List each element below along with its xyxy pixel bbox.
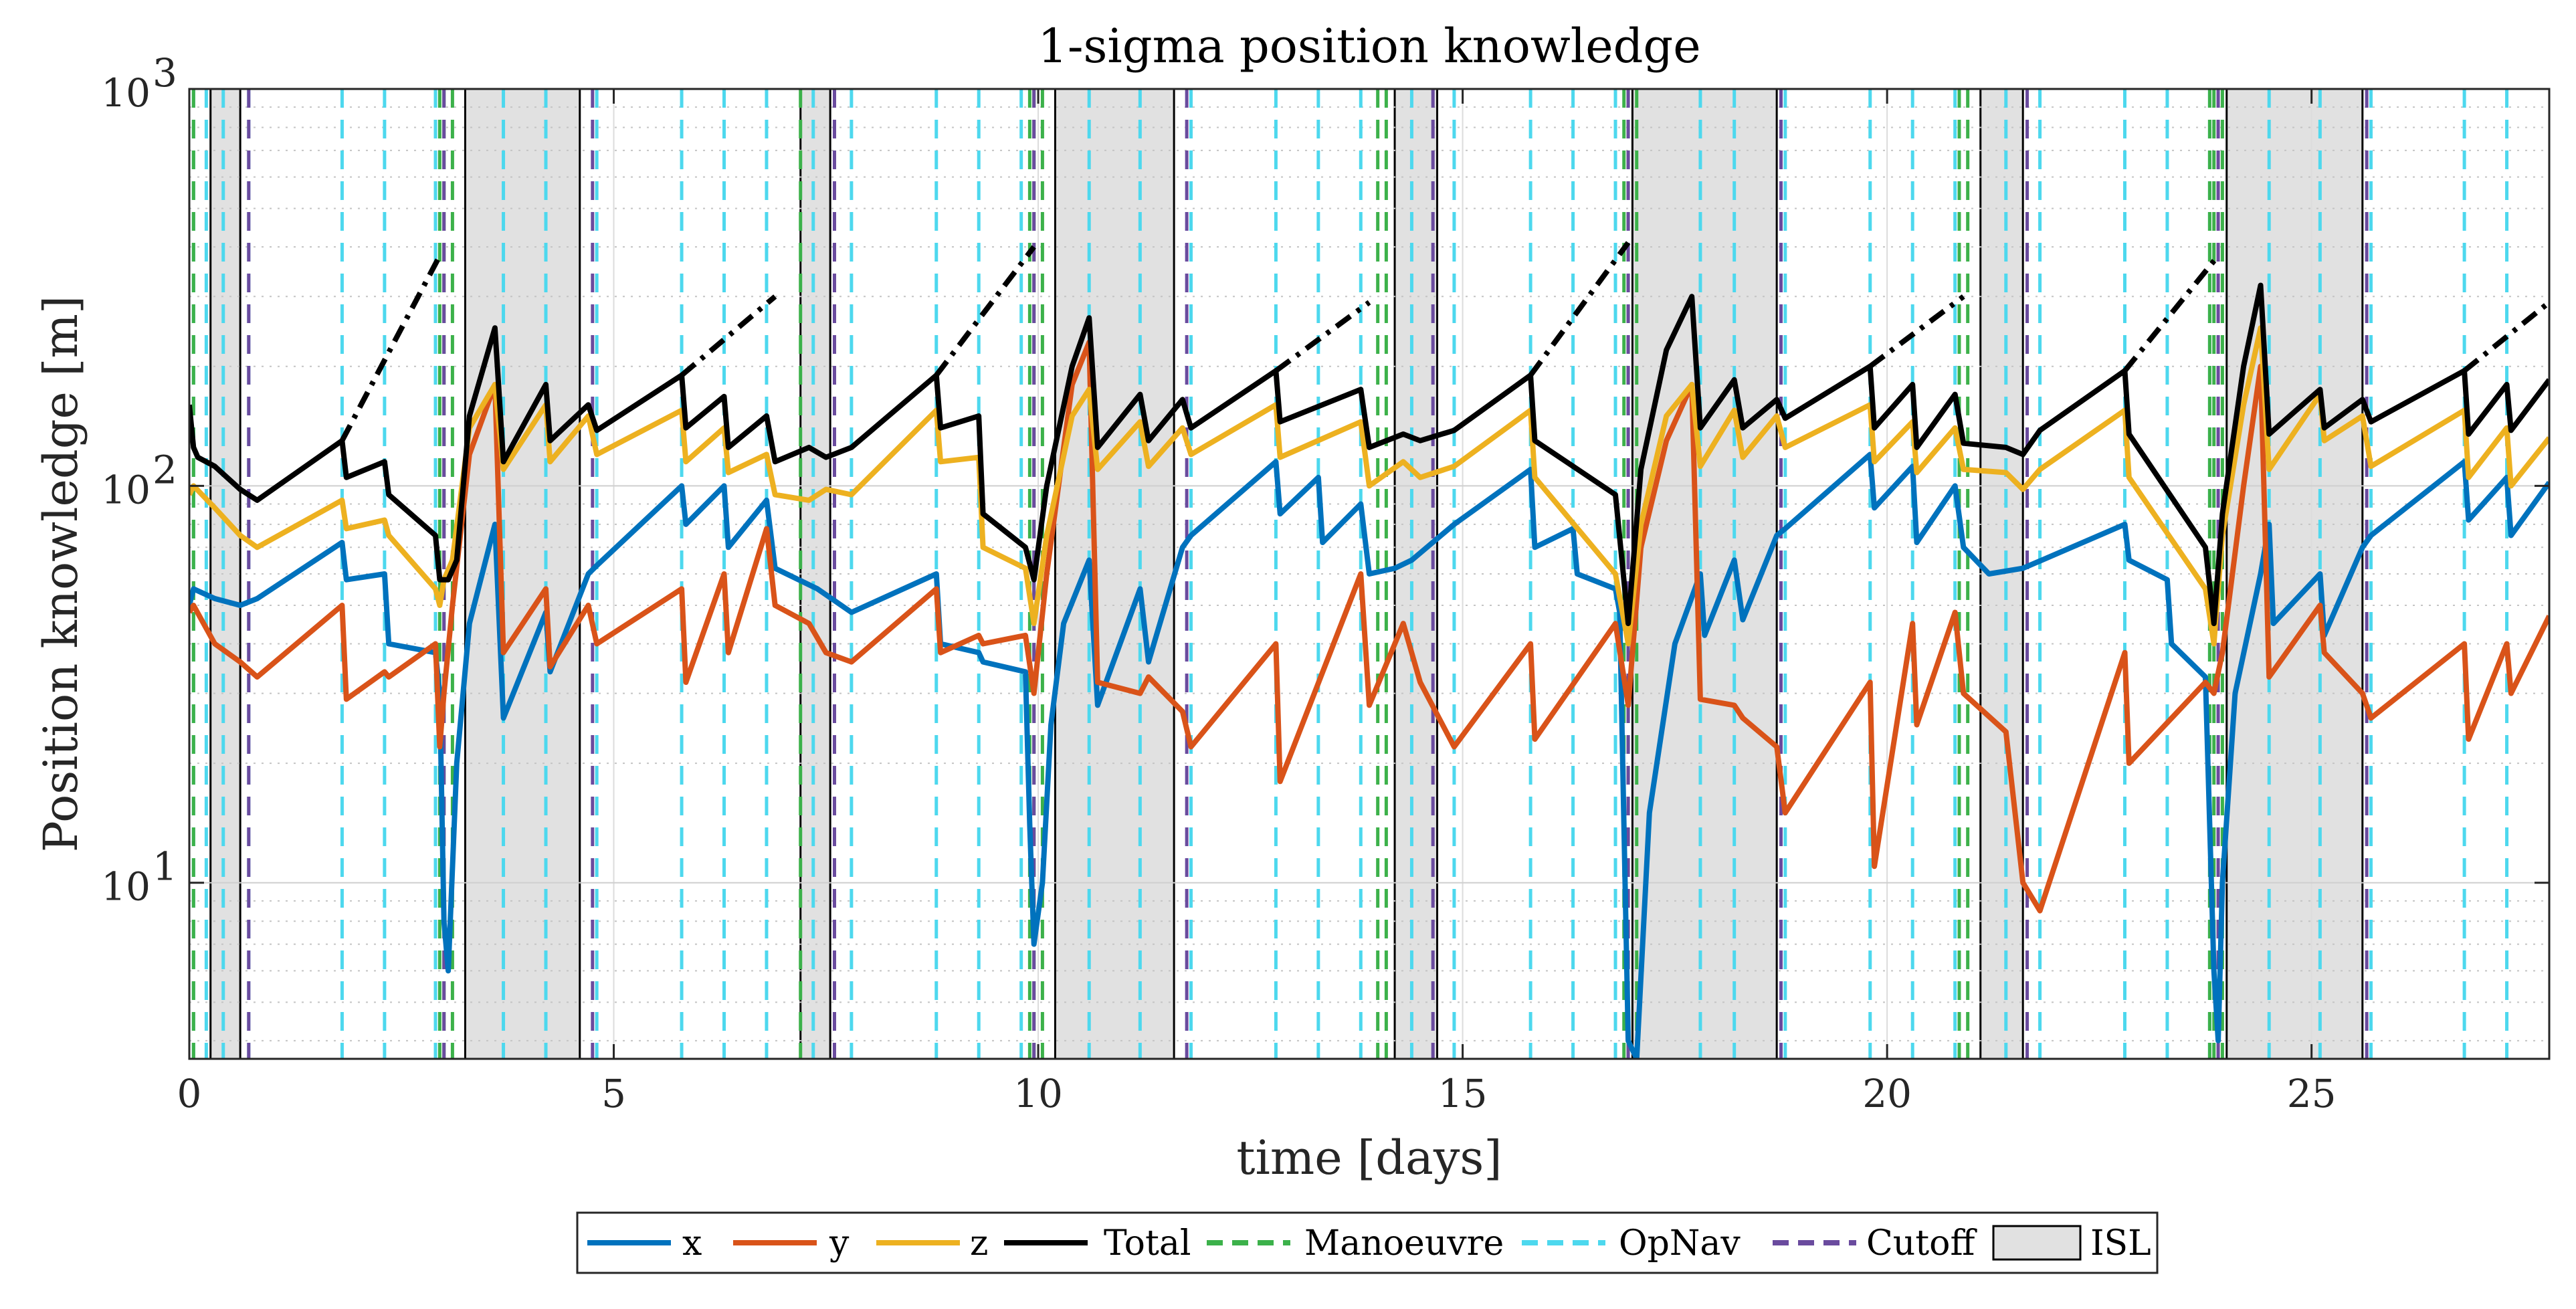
- x-tick-label-3: 15: [1438, 1071, 1488, 1116]
- plot-frame: [188, 88, 2551, 1060]
- extrapolation-line-7: [2462, 300, 2549, 373]
- extrapolation-line-6: [2122, 254, 2221, 373]
- y-axis-title: Position knowledge [m]: [33, 296, 88, 852]
- x-tick-label-5: 25: [2287, 1071, 2337, 1116]
- y-tick-label-0: 10: [101, 864, 151, 910]
- grid: [189, 89, 2549, 1059]
- series-line-y: [189, 339, 2549, 914]
- isl-region-5: [1632, 89, 1777, 1059]
- chart-title: 1-sigma position knowledge: [1037, 19, 1700, 74]
- series-lines: [189, 241, 2549, 1059]
- x-tick-label-2: 10: [1013, 1071, 1063, 1116]
- y-tick-label-2: 10: [101, 70, 151, 116]
- extrapolation-line-1: [680, 294, 777, 378]
- legend-swatch-isl: [1992, 1225, 2082, 1261]
- x-tick-label-4: 20: [1862, 1071, 1912, 1116]
- y-tick-exponent-2: 3: [153, 50, 177, 96]
- legend-label-opnav: OpNav: [1619, 1223, 1741, 1264]
- legend-label-isl: ISL: [2090, 1223, 2151, 1264]
- isl-region-0: [210, 89, 241, 1059]
- isl-region-2: [800, 89, 831, 1059]
- isl-regions: [209, 89, 2364, 1059]
- isl-region-4: [1395, 89, 1438, 1059]
- legend-label-y: y: [829, 1223, 850, 1264]
- legend-label-cutoff: Cutoff: [1866, 1223, 1977, 1264]
- legend-box: [576, 1211, 2159, 1274]
- event-lines: [191, 89, 2509, 1059]
- isl-region-7: [2226, 89, 2363, 1059]
- legend-label-total: Total: [1104, 1223, 1191, 1264]
- x-tick-label-0: 0: [177, 1071, 202, 1116]
- x-axis-title: time [days]: [1236, 1130, 1502, 1185]
- legend-label-x: x: [682, 1223, 702, 1264]
- y-tick-exponent-0: 1: [153, 844, 177, 890]
- legend-label-manoeuvre: Manoeuvre: [1304, 1223, 1504, 1264]
- y-tick-exponent-1: 2: [153, 447, 177, 492]
- series-line-x: [189, 451, 2549, 1059]
- legend: x y z Total Manoeuvre OpNav Cutoff ISL: [576, 1211, 2159, 1274]
- extrapolation-line-4: [1528, 241, 1631, 377]
- y-tick-label-1: 10: [101, 467, 151, 512]
- legend-label-z: z: [970, 1223, 988, 1264]
- extrapolation-line-2: [934, 245, 1036, 377]
- x-tick-label-1: 5: [601, 1071, 626, 1116]
